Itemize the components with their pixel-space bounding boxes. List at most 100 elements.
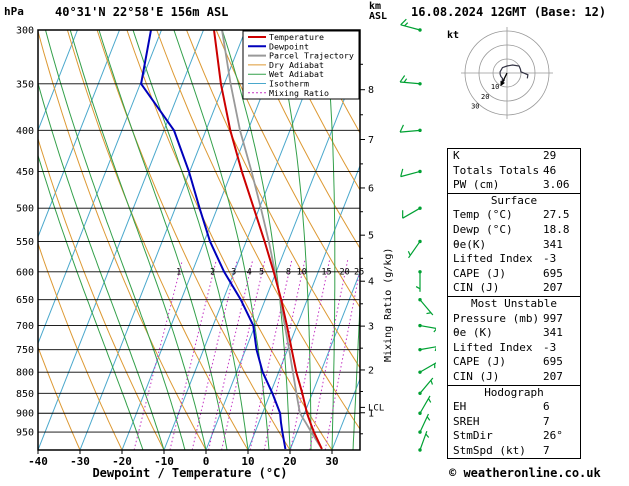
table-row-value: 207 xyxy=(543,281,563,295)
altitude-unit-asl: ASL xyxy=(369,11,388,22)
hodograph-ring-label: 30 xyxy=(471,103,479,111)
km-tick-label: 2 xyxy=(368,365,374,376)
table-row-value: 27.5 xyxy=(543,208,570,222)
table-row-label: CAPE (J) xyxy=(453,355,506,369)
temp-tick-label: -40 xyxy=(28,455,48,468)
table-row-label: Pressure (mb) xyxy=(453,311,540,325)
legend-label: Isotherm xyxy=(269,79,309,89)
isotherm-line xyxy=(374,30,436,450)
isotherm-line xyxy=(289,270,360,450)
temp-tick-label: -30 xyxy=(70,455,90,468)
mixing-ratio-tick-label: 20 xyxy=(340,268,350,278)
table-section-header: Hodograph xyxy=(484,385,544,399)
table-section: Hodograph EH 6 SREH 7 StmDir 26° StmSpd (kt) 7 xyxy=(447,384,581,460)
storm-motion-arrow xyxy=(502,72,508,83)
temp-tick-label: 30 xyxy=(325,455,338,468)
hodograph-trace xyxy=(499,64,529,83)
table-row: Totals Totals 46 xyxy=(448,164,580,179)
table-row: Dewp (°C) 18.8 xyxy=(448,223,580,238)
km-tick-label: 7 xyxy=(368,135,374,146)
pressure-tick-label: 750 xyxy=(16,345,34,356)
hodograph-ring xyxy=(464,30,550,116)
mixing-ratio-line xyxy=(133,259,183,450)
table-row-value: 341 xyxy=(543,326,563,340)
dry-adiabat-line xyxy=(245,30,360,250)
table-row-label: Lifted Index xyxy=(453,340,533,354)
table-row: K 29 xyxy=(448,149,580,164)
mixing-ratio-line xyxy=(191,259,238,450)
mixing-ratio-line xyxy=(221,259,266,450)
table-row-label: StmDir xyxy=(453,429,493,443)
mixing-ratio-tick-label: 3 xyxy=(231,268,236,278)
table-row-label: Temp (°C) xyxy=(453,208,513,222)
table-row-value: 26° xyxy=(543,429,563,443)
hodograph-ring-label: 10 xyxy=(491,83,499,91)
legend-label: Mixing Ratio xyxy=(269,88,329,98)
copyright: © weatheronline.co.uk xyxy=(449,466,601,480)
isotherm-line xyxy=(38,30,78,132)
wind-barb-shaft xyxy=(419,346,436,351)
temp-tick-label: 20 xyxy=(283,455,296,468)
isotherm-line xyxy=(205,57,360,450)
table-row: Temp (°C) 27.5 xyxy=(448,208,580,223)
station-title: 40°31'N 22°58'E 156m ASL xyxy=(55,5,229,19)
isotherm-line xyxy=(247,164,360,450)
wind-barb-half-feather xyxy=(425,433,430,438)
wind-barb-half-feather xyxy=(433,328,436,333)
wind-barb-feather xyxy=(399,124,404,133)
wind-barb-station xyxy=(418,270,422,274)
km-tick-label: 5 xyxy=(368,231,374,242)
wind-barb-half-feather xyxy=(426,416,431,421)
pressure-tick-label: 550 xyxy=(16,237,34,248)
wind-barb-shaft xyxy=(419,362,436,373)
wind-barb-half-feather xyxy=(407,251,411,256)
table-row-value: 46 xyxy=(543,163,557,177)
pressure-axis: 300 350 400 450 500 550 600 650 700 750 800 850 900 9… xyxy=(16,26,360,439)
hodograph-ring xyxy=(492,58,522,88)
mixing-ratio-labels: 1 2 3 4 5 8 10 15 20 25 xyxy=(176,268,364,278)
temp-tick-label: -10 xyxy=(154,455,174,468)
table-row-label: θe(K) xyxy=(453,237,487,251)
skewt-diagram: 1 2 3 4 5 8 10 15 20 2530035040045050055060065070… xyxy=(16,18,436,468)
pressure-tick-label: 600 xyxy=(16,267,34,278)
km-tick-label: 3 xyxy=(368,322,374,333)
table-row-label: StmSpd (kt) xyxy=(453,443,526,457)
table-section: Most Unstable Pressure (mb) 997 θe (K) 341 Li… xyxy=(447,295,581,386)
temperature-axis: -40 -30 -20 -10 0 10 20 30 xyxy=(28,450,339,468)
mixing-ratio-tick-label: 25 xyxy=(354,268,364,278)
pressure-tick-label: 850 xyxy=(16,389,34,400)
legend-label: Dry Adiabat xyxy=(269,60,324,70)
table-row-value: 207 xyxy=(543,369,563,383)
km-tick-label: 8 xyxy=(368,85,374,96)
legend-label: Dewpoint xyxy=(269,41,309,51)
table-row-label: CIN (J) xyxy=(453,369,500,383)
pressure-tick-label: 300 xyxy=(16,26,34,37)
wet-adiabat-line xyxy=(45,30,186,450)
indices-table: K 29 Totals Totals 46 PW (cm) 3.06 Surface Temp… xyxy=(447,148,581,460)
wind-barb-shaft xyxy=(402,207,421,219)
pressure-tick-label: 700 xyxy=(16,321,34,332)
temp-tick-label: -20 xyxy=(112,455,132,468)
mixing-ratio-line xyxy=(263,259,306,450)
table-row-label: Lifted Index xyxy=(453,252,533,266)
wind-barb-shaft xyxy=(400,24,421,31)
mixing-ratio-tick-label: 1 xyxy=(176,268,181,278)
mixing-ratio-tick-label: 2 xyxy=(210,268,215,278)
wind-barb-feather xyxy=(400,18,407,26)
table-row-value: 695 xyxy=(543,355,563,369)
dry-adiabat-line xyxy=(38,345,81,450)
table-section: Surface Temp (°C) 27.5 Dewp (°C) 18.8 θe(K) 34… xyxy=(447,192,581,297)
table-row-label: PW (cm) xyxy=(453,178,500,192)
table-row-label: CAPE (J) xyxy=(453,266,506,280)
table-row-label: Totals Totals xyxy=(453,163,540,177)
pressure-tick-label: 350 xyxy=(16,79,34,90)
table-row: PW (cm) 3.06 xyxy=(448,178,580,193)
legend-label: Wet Adiabat xyxy=(269,69,324,79)
dry-adiabat-line xyxy=(395,30,436,450)
wind-barb-shaft xyxy=(419,377,434,394)
x-axis-label: Dewpoint / Temperature (°C) xyxy=(92,466,288,480)
table-row: CIN (J) 207 xyxy=(448,281,580,296)
pressure-unit-label: hPa xyxy=(4,5,24,18)
